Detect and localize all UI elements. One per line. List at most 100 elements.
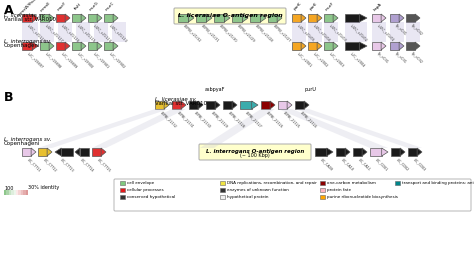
Polygon shape xyxy=(81,42,86,50)
Text: purine ribonucleotide biosynthesis: purine ribonucleotide biosynthesis xyxy=(327,195,398,199)
Polygon shape xyxy=(333,14,338,22)
Bar xyxy=(18,190,21,195)
Polygon shape xyxy=(292,42,301,50)
Polygon shape xyxy=(295,109,422,148)
Text: LEPBI_21128: LEPBI_21128 xyxy=(227,110,245,128)
Text: LEPBI_21126: LEPBI_21126 xyxy=(265,110,283,128)
Text: purK: purK xyxy=(293,2,302,11)
Text: DNA replications, recombination, and repair: DNA replications, recombination, and rep… xyxy=(227,181,317,185)
Polygon shape xyxy=(214,14,224,22)
Polygon shape xyxy=(333,42,338,50)
Polygon shape xyxy=(292,22,306,42)
Bar xyxy=(21,190,23,195)
Polygon shape xyxy=(22,22,38,42)
Text: LEPBI_c21/29: LEPBI_c21/29 xyxy=(236,23,255,43)
Polygon shape xyxy=(252,101,258,109)
Polygon shape xyxy=(260,14,266,22)
Polygon shape xyxy=(80,148,89,156)
Polygon shape xyxy=(261,101,270,109)
Bar xyxy=(23,190,26,195)
Bar xyxy=(320,188,325,192)
Bar xyxy=(220,195,225,199)
Polygon shape xyxy=(38,148,47,156)
Polygon shape xyxy=(178,14,188,22)
Polygon shape xyxy=(88,42,97,50)
Polygon shape xyxy=(49,42,54,50)
Polygon shape xyxy=(301,14,306,22)
Text: LEPBI_c21/31: LEPBI_c21/31 xyxy=(200,23,219,43)
Polygon shape xyxy=(40,22,54,42)
Polygon shape xyxy=(345,42,359,50)
Polygon shape xyxy=(301,42,306,50)
Text: LIC_CD02: LIC_CD02 xyxy=(395,157,410,171)
Text: Sp_c002: Sp_c002 xyxy=(410,51,423,64)
Polygon shape xyxy=(268,14,277,22)
Polygon shape xyxy=(345,14,359,22)
Polygon shape xyxy=(345,22,367,42)
Text: LEPBI_c21/30: LEPBI_c21/30 xyxy=(218,23,237,43)
Bar xyxy=(320,181,325,185)
Polygon shape xyxy=(345,148,350,156)
Text: LEPBI_21129: LEPBI_21129 xyxy=(210,110,228,128)
Text: L-VIC_c21118: L-VIC_c21118 xyxy=(26,23,46,43)
Text: LEPBI_21130: LEPBI_21130 xyxy=(193,110,211,128)
Polygon shape xyxy=(382,148,388,156)
Text: L-VIC_c21116: L-VIC_c21116 xyxy=(60,23,80,43)
Polygon shape xyxy=(172,101,181,109)
Polygon shape xyxy=(317,14,322,22)
Polygon shape xyxy=(417,148,422,156)
Polygon shape xyxy=(399,14,404,22)
Text: enzymes of unknown function: enzymes of unknown function xyxy=(227,188,289,192)
Polygon shape xyxy=(206,14,212,22)
Polygon shape xyxy=(250,14,260,22)
Polygon shape xyxy=(317,42,322,50)
Text: L-IC_r19901: L-IC_r19901 xyxy=(92,51,110,69)
Polygon shape xyxy=(372,14,381,22)
Polygon shape xyxy=(406,22,420,42)
Text: L-VIC_c21114: L-VIC_c21114 xyxy=(92,23,112,43)
Polygon shape xyxy=(381,42,386,50)
Polygon shape xyxy=(359,14,367,22)
Polygon shape xyxy=(206,101,215,109)
Polygon shape xyxy=(97,42,102,50)
Text: hypothetical protein: hypothetical protein xyxy=(227,195,268,199)
Text: LEPBI_21125: LEPBI_21125 xyxy=(282,110,300,128)
Polygon shape xyxy=(92,148,101,156)
Polygon shape xyxy=(308,14,317,22)
Polygon shape xyxy=(406,14,415,22)
Polygon shape xyxy=(353,148,362,156)
Polygon shape xyxy=(65,14,70,22)
Text: Varillal str. VAR010: Varillal str. VAR010 xyxy=(155,101,207,106)
Polygon shape xyxy=(88,14,97,22)
Text: L-IC_r19899: L-IC_r19899 xyxy=(60,51,78,69)
Text: LEPBI_21124: LEPBI_21124 xyxy=(299,110,317,128)
Polygon shape xyxy=(215,101,220,109)
Text: L-IC_c2002: L-IC_c2002 xyxy=(312,51,328,68)
Text: purE: purE xyxy=(309,2,319,11)
Polygon shape xyxy=(232,101,237,109)
Text: protein fate: protein fate xyxy=(327,188,351,192)
Polygon shape xyxy=(324,42,333,50)
Text: L-VIC_c21117: L-VIC_c21117 xyxy=(44,23,64,43)
Polygon shape xyxy=(181,101,186,109)
Polygon shape xyxy=(232,14,242,22)
Bar xyxy=(120,181,125,185)
Polygon shape xyxy=(155,101,164,109)
Text: cellular processes: cellular processes xyxy=(127,188,164,192)
Text: Sp_c001: Sp_c001 xyxy=(394,51,408,64)
Text: L-IC_r19897: L-IC_r19897 xyxy=(26,51,44,69)
Text: mseY: mseY xyxy=(56,1,67,12)
Text: LIC_CD03: LIC_CD03 xyxy=(412,157,426,171)
Polygon shape xyxy=(308,22,322,42)
Polygon shape xyxy=(390,22,404,42)
Text: Copenhageni: Copenhageni xyxy=(4,43,40,48)
Polygon shape xyxy=(56,14,65,22)
Text: LIC_CA10: LIC_CA10 xyxy=(340,157,354,171)
Text: L-IC_r19900: L-IC_r19900 xyxy=(76,51,94,69)
Text: L-IC_c2003: L-IC_c2003 xyxy=(328,51,345,68)
Text: LIC_CTT11: LIC_CTT11 xyxy=(26,157,41,172)
Polygon shape xyxy=(81,14,86,22)
Text: L. licerasiae O-antigen region: L. licerasiae O-antigen region xyxy=(178,14,283,19)
Polygon shape xyxy=(327,148,333,156)
Text: L-IC_r19898: L-IC_r19898 xyxy=(44,51,62,69)
